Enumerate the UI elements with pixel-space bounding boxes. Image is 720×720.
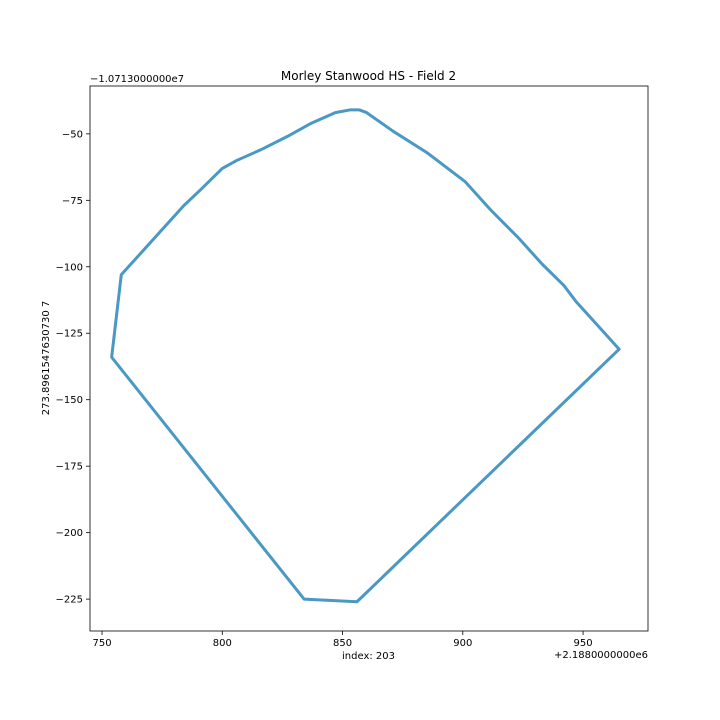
x-tick-label: 900 xyxy=(453,638,472,649)
y-axis-label: 273.8961547630730 7 xyxy=(41,301,52,416)
chart-title: Morley Stanwood HS - Field 2 xyxy=(281,69,456,83)
y-tick-label: −75 xyxy=(62,196,83,207)
series-line-0 xyxy=(110,108,621,604)
x-tick-label: 750 xyxy=(92,638,111,649)
x-axis-label: index: 203 xyxy=(342,651,395,662)
y-tick-label: −100 xyxy=(56,262,83,273)
y-tick-label: −125 xyxy=(56,329,83,340)
y-tick-label: −50 xyxy=(62,129,83,140)
y-tick-label: −150 xyxy=(56,395,83,406)
x-tick-label: 950 xyxy=(574,638,593,649)
plot-frame xyxy=(89,85,649,632)
axis-ticks: 750 800 850 900 950 −50 −75 −100 −125 −150 −175 −20… xyxy=(56,129,593,649)
series-group xyxy=(110,108,621,604)
y-tick-label: −200 xyxy=(56,528,83,539)
y-axis-offset-label: −1.0713000000e7 xyxy=(90,74,184,85)
x-axis-offset-label: +2.1880000000e6 xyxy=(554,650,648,661)
y-tick-label: −225 xyxy=(56,595,83,606)
x-tick-label: 850 xyxy=(333,638,352,649)
y-tick-label: −175 xyxy=(56,462,83,473)
x-tick-label: 800 xyxy=(213,638,232,649)
